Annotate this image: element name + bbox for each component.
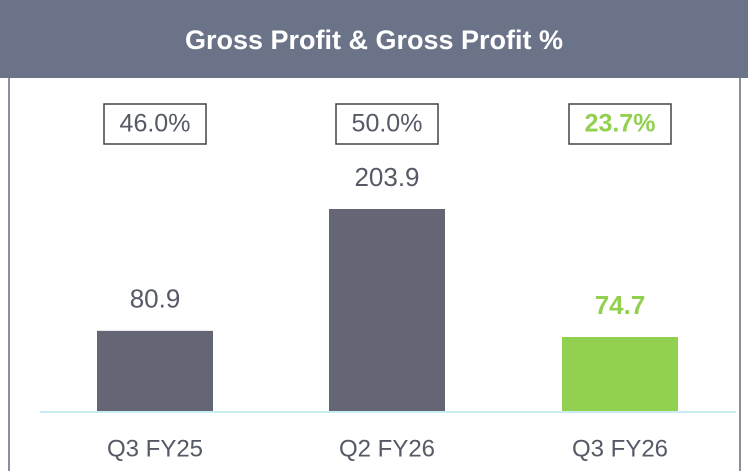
x-tick-label: Q3 FY25 bbox=[107, 435, 203, 462]
value-label: 80.9 bbox=[130, 284, 181, 314]
bar bbox=[562, 336, 678, 411]
annotation: 46.0% bbox=[120, 110, 191, 138]
annotation-box bbox=[335, 103, 439, 145]
bar bbox=[329, 209, 445, 411]
annotation: 23.7% bbox=[585, 110, 656, 138]
annotation-box bbox=[568, 103, 672, 145]
annotation: 50.0% bbox=[352, 110, 423, 138]
chart-title: Gross Profit & Gross Profit % bbox=[185, 25, 563, 55]
x-tick-label: Q2 FY26 bbox=[339, 435, 435, 462]
header-band bbox=[0, 0, 748, 78]
value-label: 203.9 bbox=[354, 162, 419, 192]
bar bbox=[97, 330, 213, 411]
value-label: 74.7 bbox=[595, 290, 646, 320]
x-tick-label: Q3 FY26 bbox=[572, 435, 668, 462]
annotation-box bbox=[103, 103, 207, 145]
